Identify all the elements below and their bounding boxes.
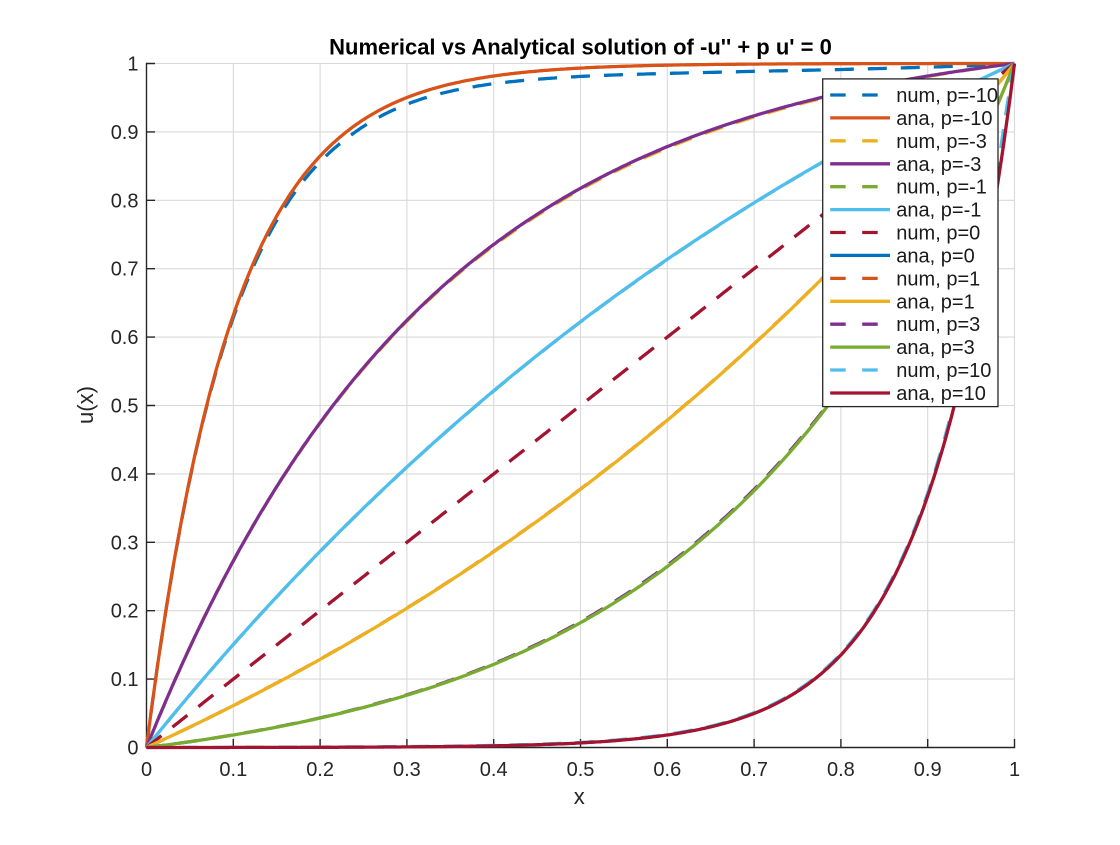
svg-text:0.4: 0.4 (480, 759, 508, 781)
svg-text:0: 0 (127, 738, 138, 760)
svg-text:num, p=-3: num, p=-3 (896, 131, 987, 153)
svg-text:x: x (574, 784, 585, 809)
svg-text:0.8: 0.8 (827, 759, 855, 781)
svg-text:0.5: 0.5 (111, 396, 139, 418)
svg-text:0.6: 0.6 (111, 327, 139, 349)
svg-text:0.4: 0.4 (111, 464, 139, 486)
svg-text:1: 1 (1009, 759, 1020, 781)
svg-text:ana, p=0: ana, p=0 (896, 245, 974, 267)
svg-text:num, p=1: num, p=1 (896, 268, 980, 290)
svg-text:0.1: 0.1 (219, 759, 247, 781)
svg-text:ana, p=-10: ana, p=-10 (896, 108, 992, 130)
svg-text:ana, p=3: ana, p=3 (896, 337, 974, 359)
svg-text:1: 1 (127, 54, 138, 76)
svg-text:0.2: 0.2 (306, 759, 334, 781)
svg-text:0.9: 0.9 (111, 122, 139, 144)
svg-text:0.7: 0.7 (111, 259, 139, 281)
svg-text:0.2: 0.2 (111, 601, 139, 623)
svg-text:0.9: 0.9 (914, 759, 942, 781)
svg-text:0: 0 (141, 759, 152, 781)
svg-text:ana, p=-3: ana, p=-3 (896, 154, 981, 176)
svg-text:0.6: 0.6 (653, 759, 681, 781)
svg-text:ana, p=1: ana, p=1 (896, 291, 974, 313)
svg-text:0.8: 0.8 (111, 190, 139, 212)
svg-text:ana, p=10: ana, p=10 (896, 383, 986, 405)
svg-text:0.3: 0.3 (111, 532, 139, 554)
svg-text:num, p=10: num, p=10 (896, 360, 991, 382)
svg-text:Numerical vs Analytical soluti: Numerical vs Analytical solution of -u''… (329, 34, 832, 59)
svg-text:num, p=-10: num, p=-10 (896, 85, 998, 107)
svg-text:num, p=3: num, p=3 (896, 314, 980, 336)
svg-text:0.5: 0.5 (567, 759, 595, 781)
svg-text:ana, p=-1: ana, p=-1 (896, 200, 981, 222)
svg-text:0.1: 0.1 (111, 669, 139, 691)
svg-text:num, p=-1: num, p=-1 (896, 177, 987, 199)
svg-text:0.7: 0.7 (740, 759, 768, 781)
svg-text:u(x): u(x) (73, 386, 98, 424)
svg-text:0.3: 0.3 (393, 759, 421, 781)
svg-text:num, p=0: num, p=0 (896, 223, 980, 245)
